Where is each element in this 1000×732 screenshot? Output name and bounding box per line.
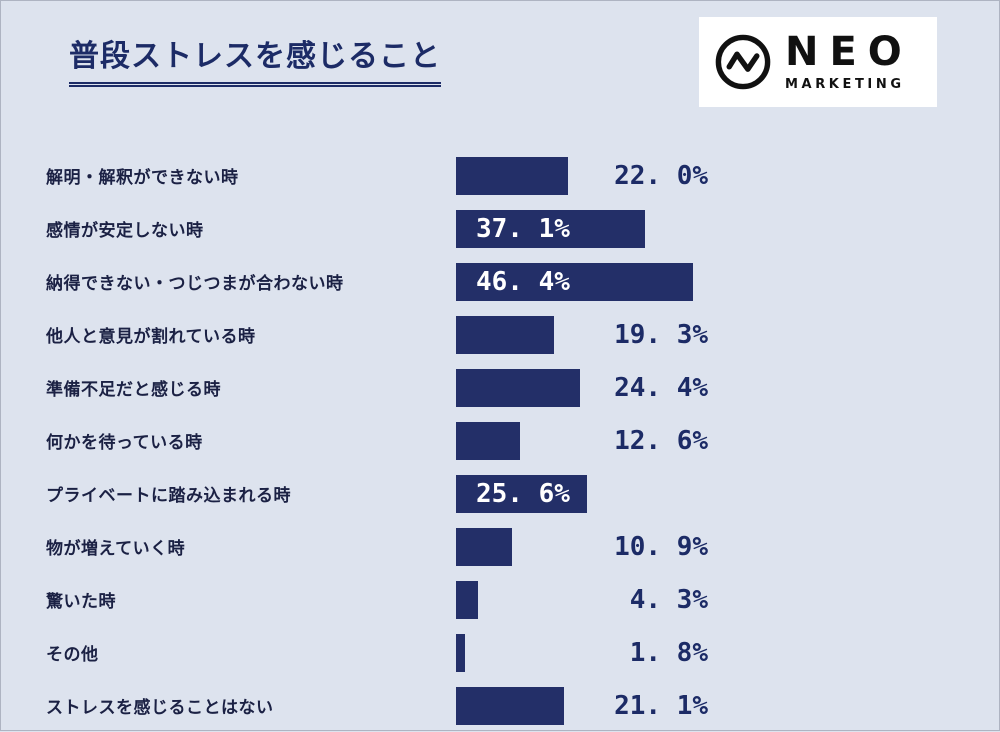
value-label: 25. 6%	[476, 478, 570, 509]
value-label: 37. 1%	[476, 213, 570, 244]
value-label: 12. 6%	[614, 425, 708, 456]
pulse-wave-circle-icon	[713, 32, 773, 92]
logo-name: NEO	[785, 29, 913, 75]
bar	[456, 209, 646, 248]
chart-row: 準備不足だと感じる時 24. 4%	[1, 361, 1000, 414]
bar-track: 4. 3%	[456, 580, 966, 619]
category-label: 解明・解釈ができない時	[46, 168, 239, 188]
value-label: 1. 8%	[629, 637, 708, 668]
value-label: 10. 9%	[614, 531, 708, 562]
chart-row: 驚いた時 4. 3%	[1, 573, 1000, 626]
category-label: 何かを待っている時	[46, 433, 203, 453]
logo-subtitle: MARKETING	[785, 77, 905, 92]
bar-track: 37. 1%	[456, 209, 966, 248]
bar-track: 19. 3%	[456, 315, 966, 354]
horizontal-bar-chart: 解明・解釈ができない時 22. 0% 感情が安定しない時 37. 1% 納得できない・つ…	[1, 149, 1000, 732]
bar-track: 46. 4%	[456, 262, 966, 301]
logo-text: NEO MARKETING	[785, 32, 913, 92]
value-label: 21. 1%	[614, 690, 708, 721]
value-label: 4. 3%	[629, 584, 708, 615]
chart-row: 他人と意見が割れている時 19. 3%	[1, 308, 1000, 361]
chart-row: 感情が安定しない時 37. 1%	[1, 202, 1000, 255]
neo-marketing-logo: NEO MARKETING	[699, 17, 937, 107]
category-label: 他人と意見が割れている時	[46, 327, 256, 347]
category-label: 準備不足だと感じる時	[46, 380, 221, 400]
bar	[456, 686, 564, 725]
category-label: 驚いた時	[46, 592, 116, 612]
page-title: 普段ストレスを感じること	[69, 31, 441, 87]
category-label: 感情が安定しない時	[46, 221, 204, 241]
chart-row: ストレスを感じることはない 21. 1%	[1, 679, 1000, 732]
bar-track: 24. 4%	[456, 368, 966, 407]
category-label: 物が増えていく時	[46, 539, 186, 559]
bar	[456, 262, 693, 301]
category-label: プライベートに踏み込まれる時	[46, 486, 291, 506]
category-label: ストレスを感じることはない	[46, 698, 274, 718]
bar	[456, 156, 569, 195]
bar-track: 10. 9%	[456, 527, 966, 566]
bar-track: 22. 0%	[456, 156, 966, 195]
bar-track: 1. 8%	[456, 633, 966, 672]
bar	[456, 315, 555, 354]
chart-row: 物が増えていく時 10. 9%	[1, 520, 1000, 573]
chart-row: その他 1. 8%	[1, 626, 1000, 679]
bar	[456, 368, 581, 407]
category-label: その他	[46, 645, 99, 665]
chart-row: 何かを待っている時 12. 6%	[1, 414, 1000, 467]
bar	[456, 527, 512, 566]
category-label: 納得できない・つじつまが合わない時	[46, 274, 344, 294]
bar	[456, 474, 587, 513]
chart-row: 解明・解釈ができない時 22. 0%	[1, 149, 1000, 202]
value-label: 19. 3%	[614, 319, 708, 350]
bar	[456, 580, 478, 619]
bar-track: 12. 6%	[456, 421, 966, 460]
bar-track: 25. 6%	[456, 474, 966, 513]
bar	[456, 421, 521, 460]
bar-track: 21. 1%	[456, 686, 966, 725]
value-label: 24. 4%	[614, 372, 708, 403]
value-label: 22. 0%	[614, 160, 708, 191]
bar	[456, 633, 466, 672]
chart-row: 納得できない・つじつまが合わない時 46. 4%	[1, 255, 1000, 308]
chart-row: プライベートに踏み込まれる時 25. 6%	[1, 467, 1000, 520]
value-label: 46. 4%	[476, 266, 570, 297]
